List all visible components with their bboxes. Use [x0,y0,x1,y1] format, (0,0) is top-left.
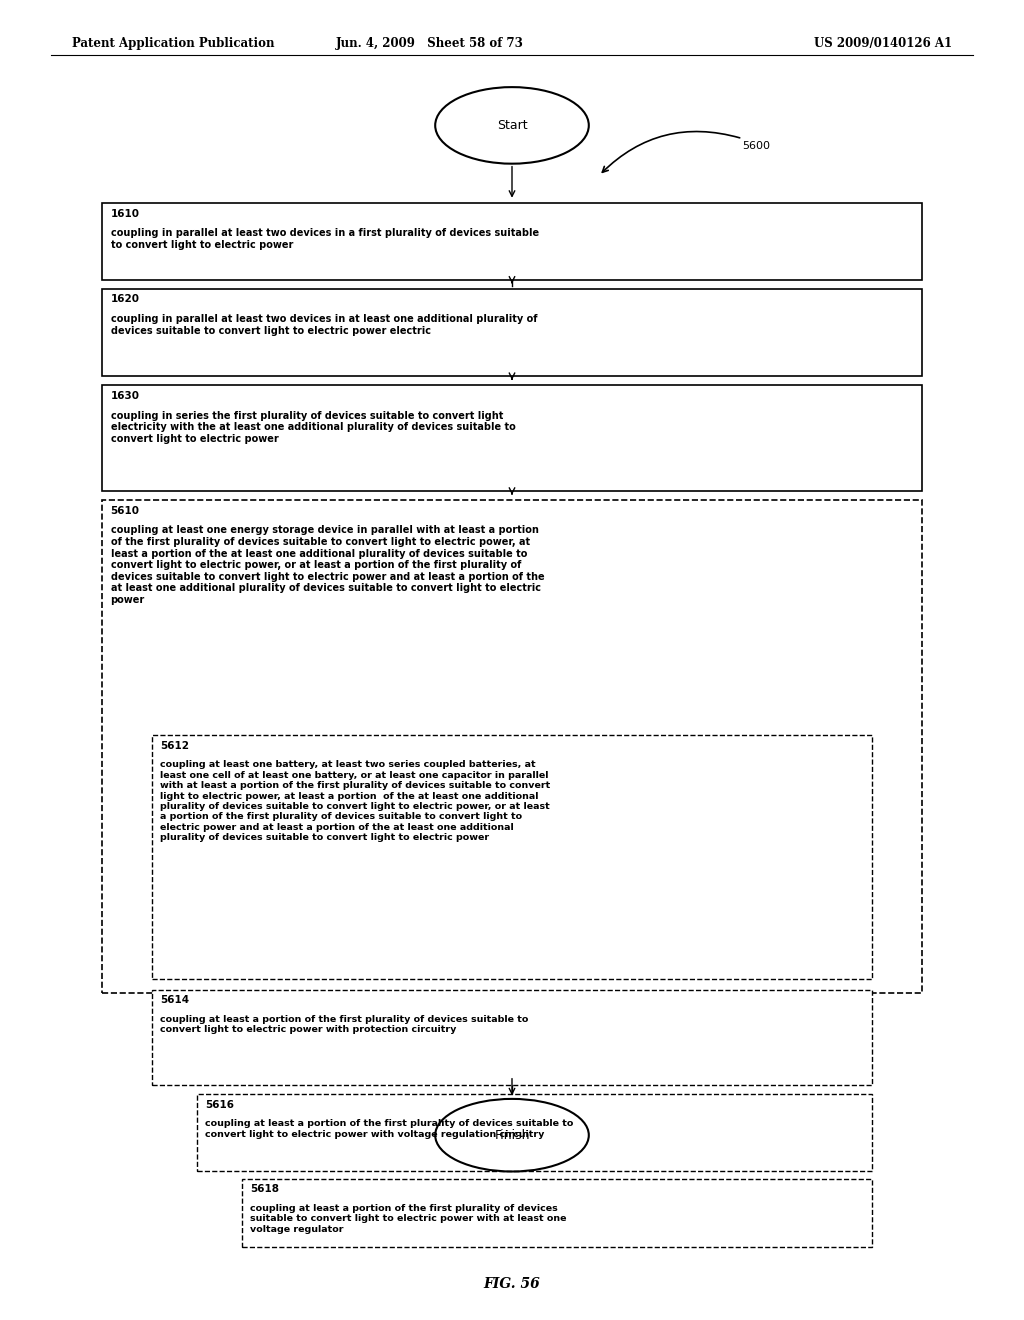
Text: coupling at least one energy storage device in parallel with at least a portion
: coupling at least one energy storage dev… [111,525,544,605]
Bar [102,500,922,993]
Text: Start: Start [497,119,527,132]
Text: FIG. 56: FIG. 56 [483,1276,541,1291]
Text: Jun. 4, 2009   Sheet 58 of 73: Jun. 4, 2009 Sheet 58 of 73 [336,37,524,50]
Text: coupling in parallel at least two devices in a first plurality of devices suitab: coupling in parallel at least two device… [111,228,539,249]
Text: coupling at least a portion of the first plurality of devices suitable to
conver: coupling at least a portion of the first… [205,1119,573,1139]
Text: 5616: 5616 [205,1100,233,1110]
Text: coupling in parallel at least two devices in at least one additional plurality o: coupling in parallel at least two device… [111,314,538,335]
Text: coupling at least a portion of the first plurality of devices suitable to
conver: coupling at least a portion of the first… [160,1015,528,1035]
Text: 5612: 5612 [160,741,188,751]
Text: US 2009/0140126 A1: US 2009/0140126 A1 [814,37,952,50]
Bar [152,990,872,1085]
Text: 5614: 5614 [160,995,188,1006]
Text: Finish: Finish [495,1129,529,1142]
Bar [152,735,872,979]
Text: coupling at least one battery, at least two series coupled batteries, at
least o: coupling at least one battery, at least … [160,760,550,842]
Text: 5610: 5610 [111,506,139,516]
Bar [242,1179,872,1247]
Text: 1630: 1630 [111,391,139,401]
Text: coupling at least a portion of the first plurality of devices
suitable to conver: coupling at least a portion of the first… [250,1204,566,1234]
Text: 5600: 5600 [742,141,770,152]
Text: Patent Application Publication: Patent Application Publication [72,37,274,50]
Bar [102,385,922,491]
Text: 1610: 1610 [111,209,139,219]
Bar [197,1094,872,1171]
Bar [102,289,922,376]
Text: 5618: 5618 [250,1184,279,1195]
Text: coupling in series the first plurality of devices suitable to convert light
elec: coupling in series the first plurality o… [111,411,515,444]
Text: 1620: 1620 [111,294,139,305]
Bar [102,203,922,280]
